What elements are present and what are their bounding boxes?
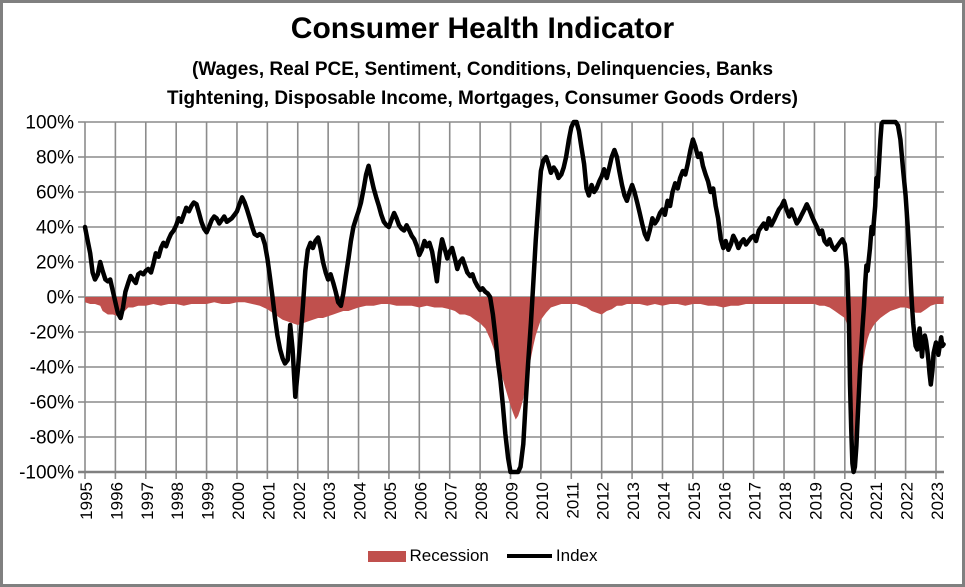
x-tick-label: 2023 (928, 482, 947, 520)
index-line (82, 119, 946, 475)
x-tick-label: 2009 (503, 482, 522, 520)
x-tick-label: 2001 (259, 482, 278, 520)
x-tick-label: 1996 (107, 482, 126, 520)
x-tick-label: 2003 (320, 482, 339, 520)
x-tick-label: 2019 (806, 482, 825, 520)
x-tick-label: 2015 (685, 482, 704, 520)
y-tick-label: 60% (36, 183, 74, 204)
chart-plot: 100%80%60%40%20%0%-20%-40%-60%-80%-100%1… (19, 113, 947, 520)
y-tick-label: 40% (36, 218, 74, 239)
y-tick-label: -20% (30, 323, 74, 344)
x-tick-label: 2021 (867, 482, 886, 520)
recession-area (85, 297, 944, 458)
y-tick-label: 100% (25, 113, 74, 134)
x-tick-label: 2014 (654, 482, 673, 520)
legend: Recession Index (3, 544, 962, 568)
chart-title: Consumer Health Indicator (290, 12, 675, 45)
chart-subtitle: (Wages, Real PCE, Sentiment, Conditions,… (3, 55, 962, 113)
chart-subtitle-line2: Tightening, Disposable Income, Mortgages… (167, 88, 798, 109)
x-tick-label: 2022 (898, 482, 917, 520)
x-tick-label: 2012 (594, 482, 613, 520)
x-tick-label: 2011 (563, 482, 582, 519)
x-tick-label: 2004 (351, 482, 370, 520)
x-tick-label: 2002 (290, 482, 309, 520)
y-tick-label: -40% (30, 358, 74, 379)
x-tick-label: 2007 (442, 482, 461, 520)
x-tick-label: 2018 (776, 482, 795, 520)
chart-subtitle-line1: (Wages, Real PCE, Sentiment, Conditions,… (191, 59, 774, 80)
legend-recession-swatch (367, 550, 406, 562)
x-tick-label: 2010 (533, 482, 552, 520)
x-tick-label: 2008 (472, 482, 491, 520)
x-tick-label: 2013 (624, 482, 643, 520)
x-tick-label: 2005 (381, 482, 400, 520)
y-tick-label: -60% (30, 393, 74, 414)
legend-index-swatch (506, 554, 552, 558)
x-tick-label: 1998 (168, 482, 187, 520)
y-tick-label: 20% (36, 253, 74, 274)
y-tick-label: -100% (19, 463, 74, 484)
x-tick-label: 2020 (837, 482, 856, 520)
y-tick-label: 0% (47, 288, 75, 309)
y-tick-label: 80% (36, 148, 74, 169)
x-tick-label: 2000 (229, 482, 248, 520)
x-tick-label: 1999 (199, 482, 218, 520)
x-tick-label: 2017 (746, 482, 765, 520)
x-tick-label: 2006 (411, 482, 430, 520)
x-tick-label: 1995 (77, 482, 96, 520)
y-tick-label: -80% (30, 428, 74, 449)
x-tick-label: 2016 (715, 482, 734, 520)
legend-recession-label: Recession (409, 546, 489, 565)
legend-index-label: Index (555, 546, 598, 565)
x-tick-label: 1997 (138, 482, 157, 520)
